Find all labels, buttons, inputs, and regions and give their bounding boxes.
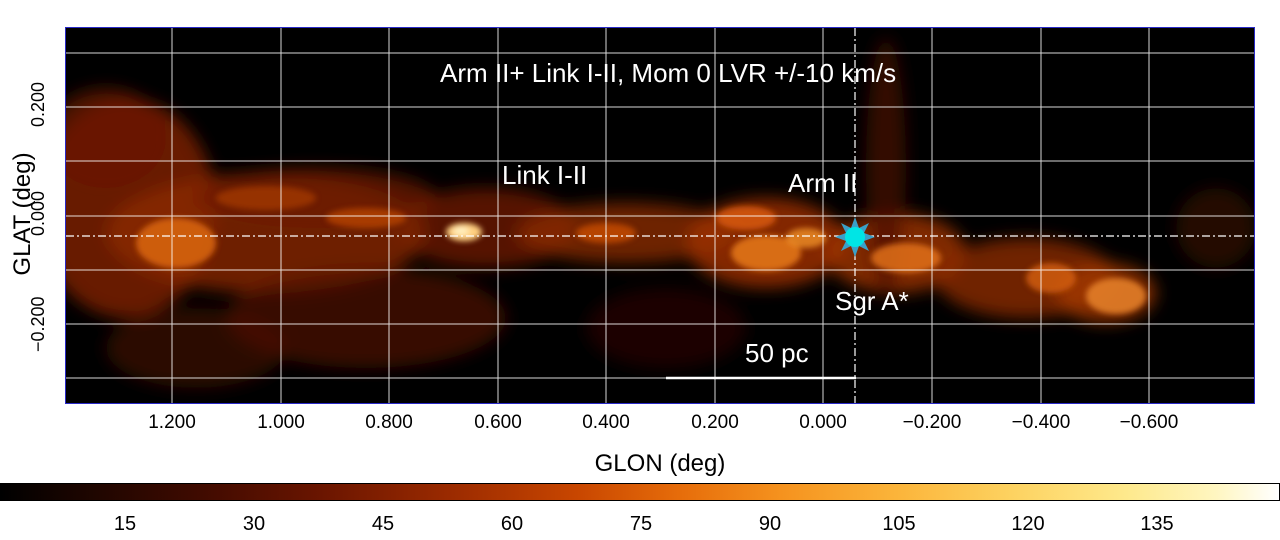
y-tick-label: 0.200: [28, 81, 48, 127]
y-tick-label: −0.200: [28, 296, 48, 352]
x-axis-label: GLON (deg): [594, 450, 726, 477]
colorbar-tick-label: 105: [882, 513, 916, 535]
colorbar-tick-label: 120: [1011, 513, 1045, 535]
sgr-a-label: Sgr A*: [835, 286, 909, 316]
intensity-map: Arm II+ Link I-II, Mom 0 LVR +/-10 km/s …: [65, 27, 1255, 404]
x-tick-label: −0.400: [1011, 412, 1071, 433]
x-tick-label: 0.600: [474, 412, 522, 433]
colorbar-tick-label: 60: [500, 513, 524, 535]
colorbar-tick-label: 30: [242, 513, 266, 535]
colorbar: [0, 483, 1280, 501]
arm-label: Arm II: [788, 168, 858, 198]
colorbar-tick-label: 90: [758, 513, 782, 535]
x-tick-label: −0.600: [1119, 412, 1179, 433]
x-tick-label: 1.000: [257, 412, 305, 433]
scale-bar-label: 50 pc: [745, 338, 809, 368]
x-tick-label: 0.000: [799, 412, 847, 433]
coordinate-grid: [66, 28, 1254, 403]
x-tick-label: −0.200: [902, 412, 962, 433]
colorbar-tick-label: 135: [1140, 513, 1174, 535]
y-tick-label: 0.000: [28, 190, 48, 236]
x-tick-label: 0.800: [365, 412, 413, 433]
x-tick-label: 0.400: [582, 412, 630, 433]
colorbar-tick-label: 15: [113, 513, 137, 535]
colorbar-tick-label: 45: [371, 513, 395, 535]
x-tick-label: 0.200: [691, 412, 739, 433]
colorbar-tick-label: 75: [629, 513, 653, 535]
sun-star-icon: [835, 217, 875, 257]
image-title: Arm II+ Link I-II, Mom 0 LVR +/-10 km/s: [440, 58, 897, 88]
sgr-a-crosshair: [66, 28, 1254, 403]
x-tick-label: 1.200: [148, 412, 196, 433]
link-label: Link I-II: [502, 160, 588, 190]
emission-image: [66, 28, 1254, 403]
diffuse-emission: [66, 38, 1254, 388]
